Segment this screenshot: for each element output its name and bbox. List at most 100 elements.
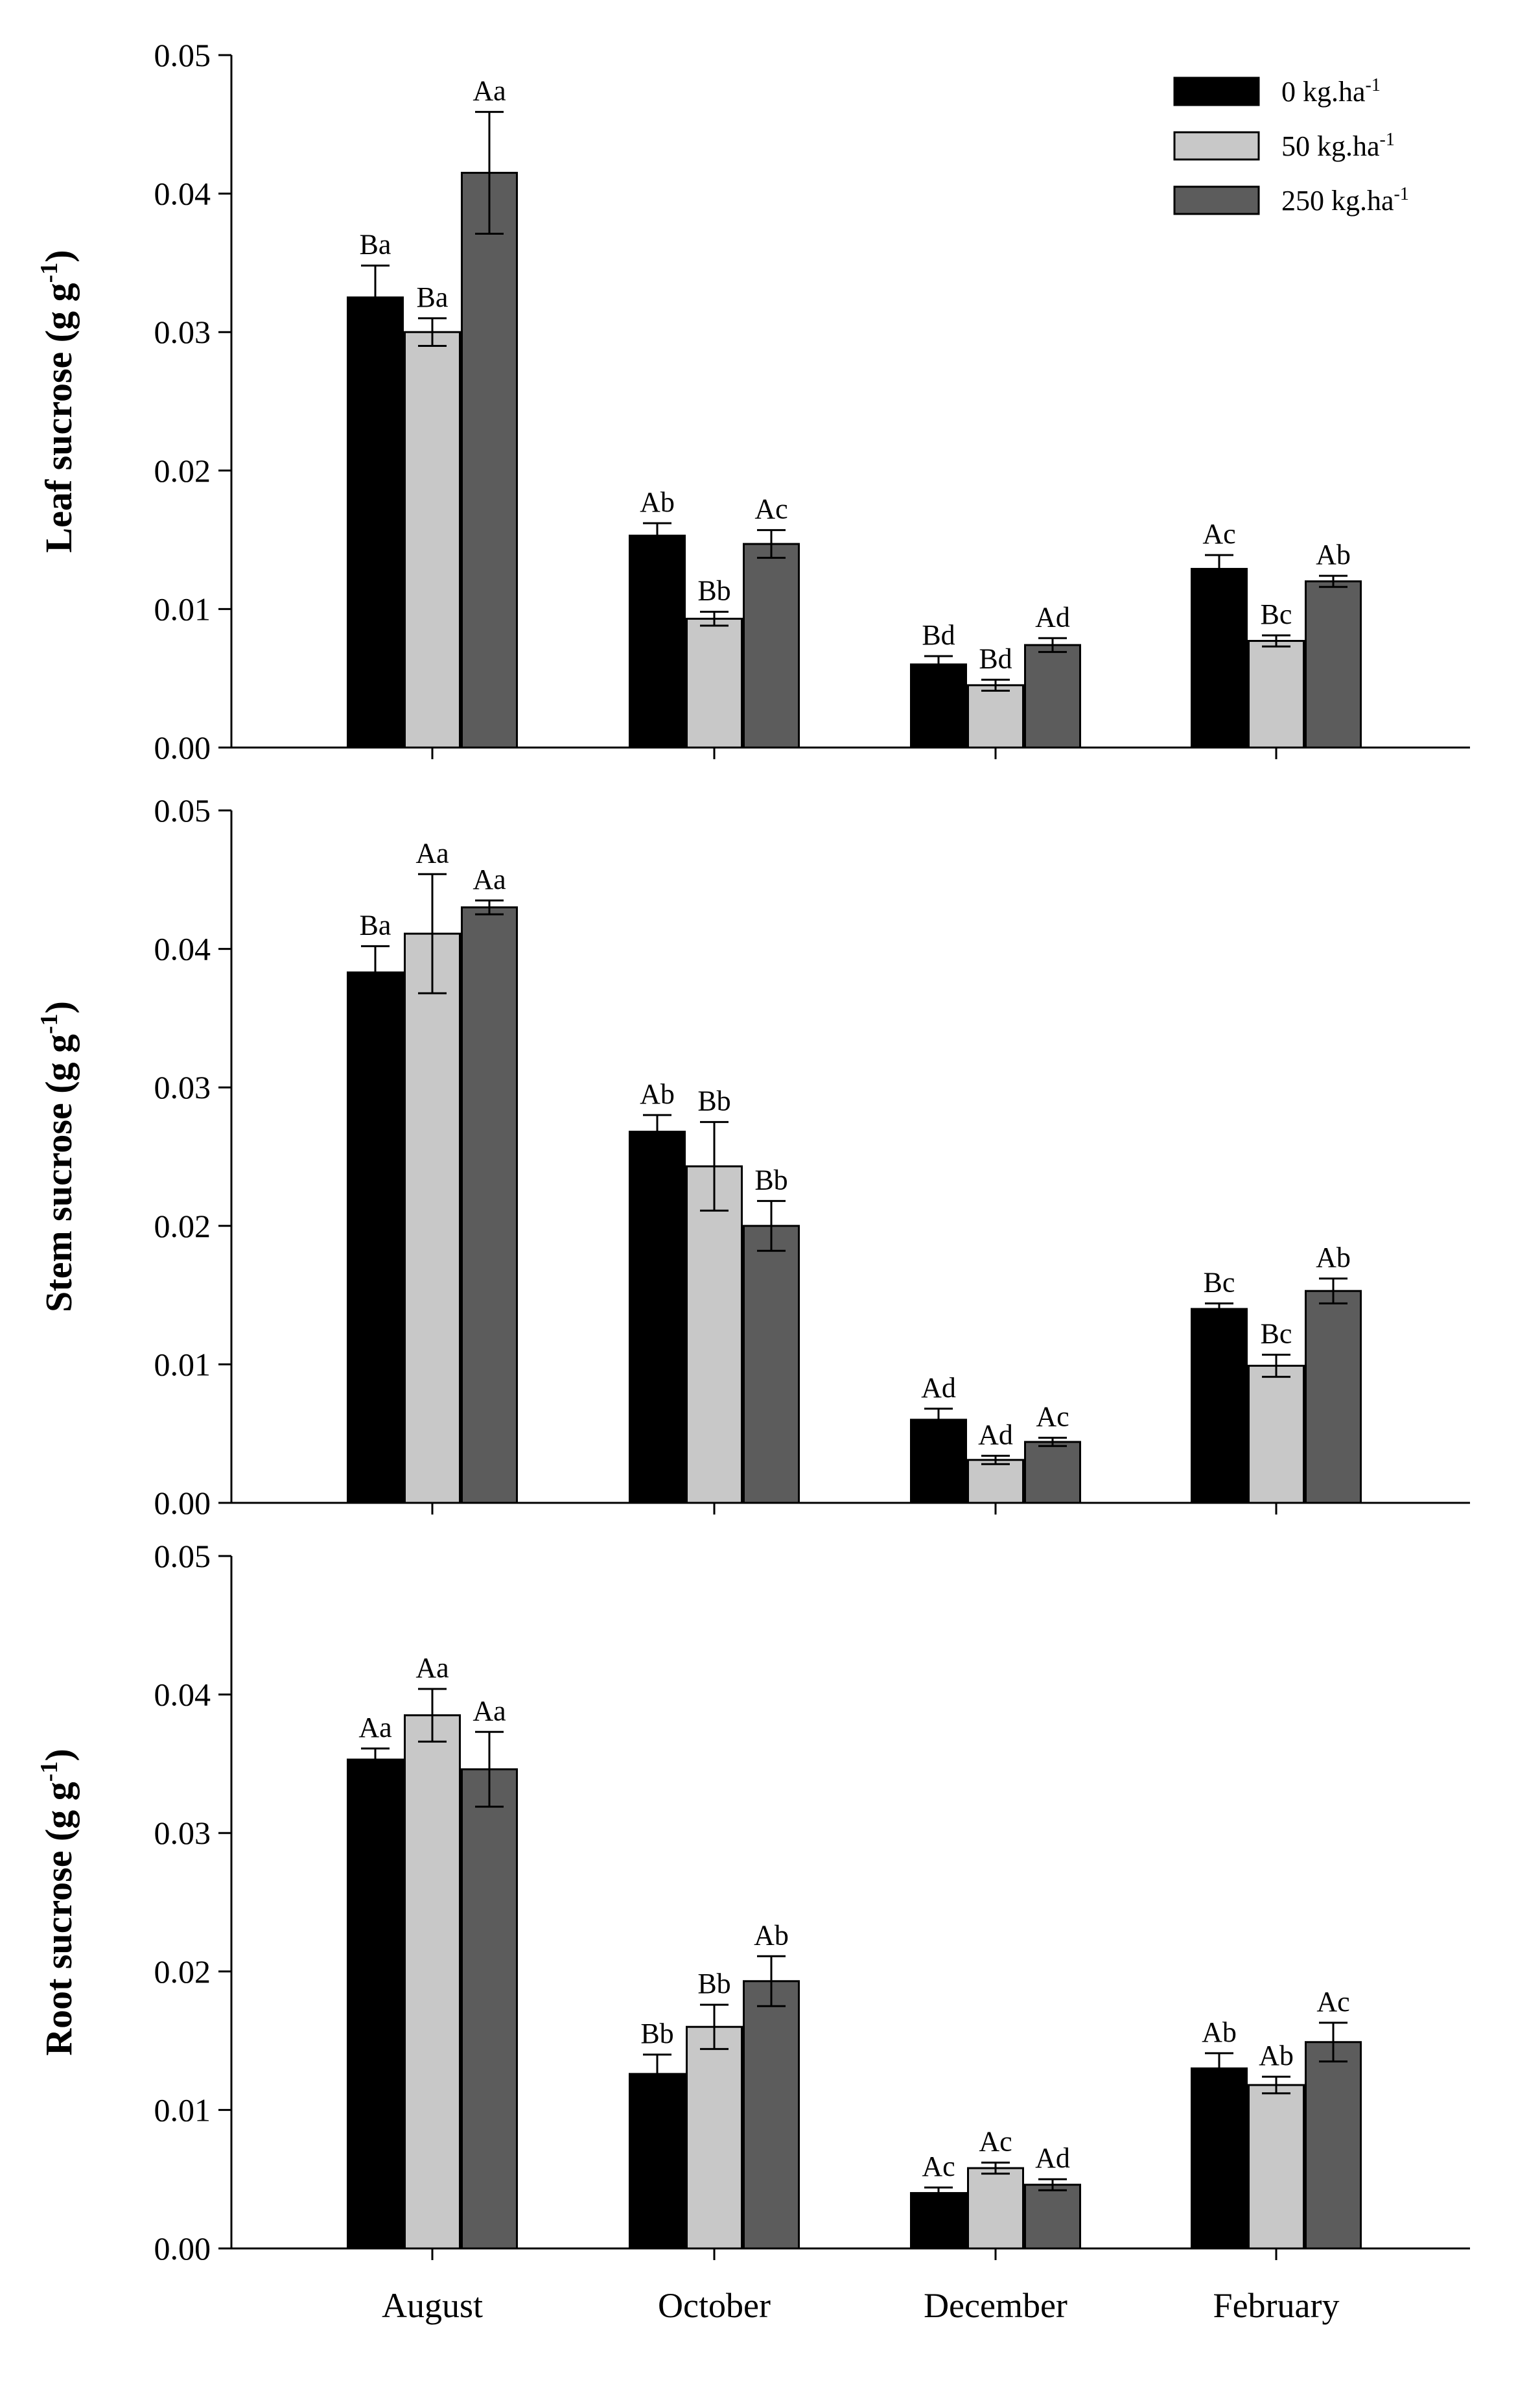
bar bbox=[1191, 567, 1248, 749]
bar-significance-label: Bb bbox=[697, 1968, 730, 1999]
bar bbox=[686, 617, 743, 749]
legend-label: 250 kg.ha-1 bbox=[1281, 184, 1409, 217]
bar bbox=[629, 534, 686, 749]
bar-significance-label: Bd bbox=[979, 643, 1012, 674]
bar-significance-label: Ac bbox=[922, 2151, 955, 2182]
bar-significance-label: Ad bbox=[1035, 2142, 1070, 2174]
bar bbox=[404, 1714, 461, 2250]
bar bbox=[1024, 1441, 1081, 1504]
bar bbox=[404, 331, 461, 749]
bar-significance-label: Aa bbox=[415, 1652, 449, 1684]
bar-significance-label: Ad bbox=[978, 1419, 1013, 1450]
y-tick-label: 0.00 bbox=[154, 1485, 211, 1521]
bar bbox=[1024, 644, 1081, 749]
panel-3: 0.00 0.01 0.02 0.03 0.04 0.05 Root sucrose (g … bbox=[36, 1538, 1470, 2267]
bar-significance-label: Ac bbox=[1316, 1986, 1349, 2018]
bar bbox=[686, 2025, 743, 2250]
bar bbox=[1305, 1290, 1362, 1504]
bar bbox=[910, 663, 967, 749]
legend-label: 50 kg.ha-1 bbox=[1281, 130, 1395, 162]
bar-significance-label: Ab bbox=[640, 486, 675, 518]
bar bbox=[967, 1459, 1024, 1504]
bar bbox=[1191, 1308, 1248, 1504]
bar-significance-label: Ac bbox=[1202, 518, 1235, 550]
bar bbox=[461, 1768, 518, 2250]
bar bbox=[629, 2073, 686, 2250]
bar-significance-label: Ab bbox=[1202, 2016, 1237, 2048]
bar-significance-label: Aa bbox=[415, 837, 449, 869]
category-axis-labels: August October December February bbox=[382, 2286, 1339, 2325]
bar bbox=[967, 2167, 1024, 2250]
y-axis-label: Root sucrose (g g-1) bbox=[36, 1749, 80, 2056]
y-tick-label: 0.02 bbox=[154, 453, 211, 489]
bar bbox=[347, 296, 404, 749]
bar bbox=[967, 684, 1024, 749]
bar-significance-label: Aa bbox=[472, 1695, 506, 1727]
legend-label: 0 kg.ha-1 bbox=[1281, 75, 1381, 108]
bar-significance-label: Bb bbox=[754, 1164, 788, 1196]
legend-swatch bbox=[1173, 185, 1260, 215]
bar-significance-label: Ba bbox=[417, 281, 449, 313]
y-tick-label: 0.04 bbox=[154, 931, 211, 967]
bar-significance-label: Ba bbox=[360, 909, 391, 941]
bar-significance-label: Bc bbox=[1261, 1317, 1292, 1349]
bar-significance-label: Ab bbox=[1316, 539, 1351, 571]
y-tick-label: 0.04 bbox=[154, 176, 211, 212]
bar bbox=[404, 932, 461, 1504]
y-tick-label: 0.03 bbox=[154, 1069, 211, 1105]
bar bbox=[347, 1758, 404, 2250]
legend: 0 kg.ha-1 50 kg.ha-1 250 kg.ha-1 bbox=[1173, 75, 1409, 217]
bar bbox=[347, 971, 404, 1504]
y-tick-label: 0.05 bbox=[154, 792, 211, 829]
y-tick-label: 0.02 bbox=[154, 1953, 211, 1990]
bar-significance-label: Ab bbox=[640, 1078, 675, 1110]
y-tick-label: 0.03 bbox=[154, 1815, 211, 1851]
y-tick-label: 0.01 bbox=[154, 1346, 211, 1382]
bar-significance-label: Ab bbox=[1316, 1242, 1351, 1273]
bar bbox=[1024, 2184, 1081, 2250]
bar-significance-label: Bc bbox=[1204, 1266, 1235, 1298]
bar bbox=[461, 172, 518, 749]
bar-significance-label: Aa bbox=[358, 1712, 391, 1743]
bar bbox=[461, 906, 518, 1504]
bar bbox=[686, 1165, 743, 1504]
bar-significance-label: Ac bbox=[979, 2126, 1012, 2158]
y-tick-label: 0.02 bbox=[154, 1208, 211, 1244]
bar bbox=[1248, 2084, 1305, 2250]
legend-swatch bbox=[1173, 77, 1260, 106]
category-label: October bbox=[658, 2286, 771, 2325]
bar-significance-label: Ad bbox=[921, 1372, 956, 1404]
chart-panels: 0.00 0.01 0.02 0.03 0.04 0.05 Leaf sucrose (g … bbox=[36, 37, 1470, 2267]
bar bbox=[743, 543, 800, 749]
y-tick-label: 0.03 bbox=[154, 314, 211, 350]
bar-significance-label: Bb bbox=[697, 575, 730, 607]
category-label: December bbox=[924, 2286, 1068, 2325]
bar bbox=[1248, 640, 1305, 749]
bar bbox=[743, 1980, 800, 2250]
y-tick-label: 0.00 bbox=[154, 2230, 211, 2267]
bar-significance-label: Ab bbox=[754, 1919, 789, 1951]
bar-significance-label: Ba bbox=[360, 229, 391, 261]
bar bbox=[910, 2192, 967, 2250]
panel-1: 0.00 0.01 0.02 0.03 0.04 0.05 Leaf sucrose (g … bbox=[36, 37, 1470, 766]
y-tick-label: 0.01 bbox=[154, 591, 211, 627]
y-axis-label: Leaf sucrose (g g-1) bbox=[36, 250, 80, 552]
panel-2: 0.00 0.01 0.02 0.03 0.04 0.05 Stem sucrose (g … bbox=[36, 792, 1470, 1521]
y-axis-label: Stem sucrose (g g-1) bbox=[36, 1001, 80, 1312]
bar bbox=[910, 1419, 967, 1504]
bar-significance-label: Ac bbox=[1036, 1401, 1069, 1433]
bar-significance-label: Ab bbox=[1259, 2040, 1294, 2071]
bar bbox=[1191, 2067, 1248, 2250]
y-tick-label: 0.01 bbox=[154, 2092, 211, 2128]
bar bbox=[1305, 580, 1362, 749]
y-tick-label: 0.00 bbox=[154, 729, 211, 766]
bar-significance-label: Bc bbox=[1261, 598, 1292, 630]
category-label: August bbox=[382, 2286, 483, 2325]
bar bbox=[1305, 2041, 1362, 2250]
bar-significance-label: Aa bbox=[472, 864, 506, 895]
bar-significance-label: Bb bbox=[697, 1085, 730, 1117]
bar-significance-label: Bd bbox=[922, 619, 955, 651]
y-tick-label: 0.05 bbox=[154, 37, 211, 73]
bar bbox=[629, 1131, 686, 1504]
